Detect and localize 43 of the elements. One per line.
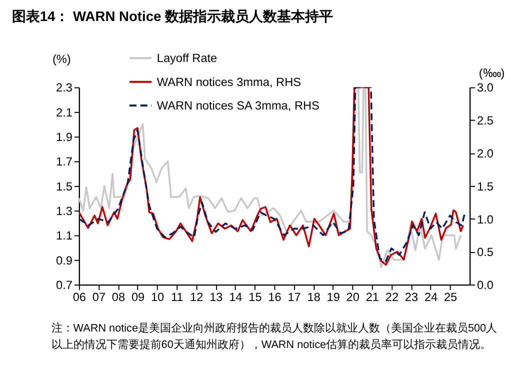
x-tick-label: 21 xyxy=(366,290,380,304)
y-tick-label: 1.7 xyxy=(56,154,73,169)
x-tick-label: 09 xyxy=(131,290,146,304)
y-tick-label: 2.1 xyxy=(56,105,73,120)
x-tick-label: 19 xyxy=(326,290,340,304)
y-tick-label: 0.9 xyxy=(56,253,73,268)
x-tick-label: 06 xyxy=(72,290,86,304)
y-tick-label: 1.5 xyxy=(56,179,73,194)
x-tick-label: 08 xyxy=(112,290,126,304)
x-tick-label: 10 xyxy=(150,290,165,304)
y2-tick-label: 1.0 xyxy=(476,212,494,226)
x-tick-label: 07 xyxy=(92,290,106,304)
x-tick-label: 25 xyxy=(444,290,458,304)
x-tick-label: 18 xyxy=(307,290,321,304)
y2-tick-label: 2.5 xyxy=(476,114,494,128)
x-tick-label: 13 xyxy=(210,290,224,304)
x-tick-label: 24 xyxy=(424,290,438,304)
y2-tick-label: 3.0 xyxy=(476,80,494,95)
x-tick-label: 11 xyxy=(170,290,184,304)
y2-tick-label: 2.0 xyxy=(476,146,494,160)
x-tick-label: 16 xyxy=(268,290,282,304)
y2-tick-label: 0.0 xyxy=(476,278,494,292)
y2-tick-label: 1.5 xyxy=(476,179,494,194)
y-tick-label: 2.3 xyxy=(56,80,73,95)
x-tick-label: 22 xyxy=(385,290,399,304)
x-tick-label: 14 xyxy=(229,290,243,304)
y-tick-label: 0.7 xyxy=(56,278,73,292)
x-tick-label: 15 xyxy=(248,290,262,304)
x-tick-label: 12 xyxy=(190,290,204,304)
y-tick-label: 1.3 xyxy=(56,204,73,218)
y2-tick-label: 0.5 xyxy=(476,245,494,260)
x-tick-label: 17 xyxy=(288,290,301,304)
y-tick-label: 1.1 xyxy=(56,228,73,243)
chart-title: 图表14： WARN Notice 数据指示裁员人数基本持平 xyxy=(12,8,334,24)
y2-axis-title: (‱) xyxy=(478,66,505,80)
y-tick-label: 1.9 xyxy=(56,130,73,144)
legend-label: Layoff Rate xyxy=(156,51,218,66)
y-axis-title: (%) xyxy=(52,52,71,66)
text: 注：WARN notice是美国企业向州政府报告的裁员人数除以就业人数（美国企业在裁员500人以上的情况下需要提前60天通知州政府），WARN notice估算的裁员率可以指示裁员情况。 xyxy=(51,321,498,352)
legend-label: WARN notices SA 3mma, RHS xyxy=(156,98,320,112)
x-tick-label: 20 xyxy=(346,290,360,304)
legend-label: WARN notices 3mma, RHS xyxy=(156,74,302,89)
x-tick-label: 23 xyxy=(404,290,418,304)
